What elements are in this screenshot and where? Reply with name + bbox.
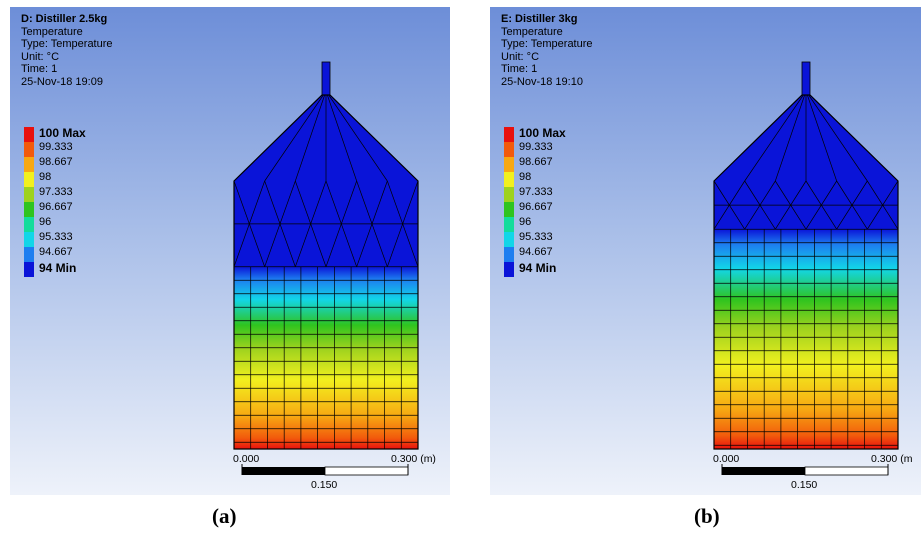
legend-swatch <box>504 157 514 172</box>
result-title: D: Distiller 2.5kg <box>21 13 108 25</box>
result-info: D: Distiller 2.5kg Temperature Type: Tem… <box>21 13 113 88</box>
distiller-model[interactable] <box>10 7 450 495</box>
distiller-model[interactable] <box>490 7 921 495</box>
legend-label: 96.667 <box>519 201 553 213</box>
mesh-grid <box>713 94 899 450</box>
result-info: E: Distiller 3kg Temperature Type: Tempe… <box>501 13 593 88</box>
temperature-field <box>234 266 418 449</box>
legend-label: 99.333 <box>519 141 553 153</box>
legend-swatch <box>24 217 34 232</box>
viewport-panel-a[interactable]: D: Distiller 2.5kg Temperature Type: Tem… <box>10 7 450 495</box>
figure-caption-b: (b) <box>694 504 720 528</box>
result-type: Type: Temperature <box>501 38 593 50</box>
result-title: E: Distiller 3kg <box>501 13 578 25</box>
legend-label: 94.667 <box>519 246 553 258</box>
viewport-panel-b[interactable]: E: Distiller 3kg Temperature Type: Tempe… <box>490 7 921 495</box>
vapor-outlet-pipe <box>801 61 811 96</box>
legend-swatch <box>504 142 514 157</box>
legend-label: 94 Min <box>519 261 557 275</box>
legend-swatch <box>24 232 34 247</box>
temperature-field <box>714 229 898 449</box>
result-type: Type: Temperature <box>21 38 113 50</box>
legend-swatch <box>24 127 34 142</box>
legend-swatch <box>24 202 34 217</box>
legend-swatch <box>24 172 34 187</box>
result-time: Time: 1 <box>501 63 538 75</box>
legend-label: 96 <box>39 216 52 228</box>
legend-swatch <box>504 247 514 262</box>
scale-right-label: 0.300 (m) <box>391 453 436 465</box>
figure-caption-a: (a) <box>212 504 237 528</box>
scale-bar-white <box>804 466 889 476</box>
legend-swatch <box>504 202 514 217</box>
legend-label: 100 Max <box>39 126 86 140</box>
legend-swatch <box>504 172 514 187</box>
result-unit: Unit: °C <box>501 50 540 63</box>
legend-swatch <box>24 187 34 202</box>
result-time: Time: 1 <box>21 63 58 75</box>
legend-swatch <box>24 247 34 262</box>
legend-swatch <box>504 262 514 277</box>
legend-swatch <box>504 187 514 202</box>
vapor-outlet-pipe <box>321 61 331 96</box>
legend-label: 98.667 <box>39 156 73 168</box>
legend-swatch <box>24 142 34 157</box>
legend-label: 94.667 <box>39 246 73 258</box>
result-timestamp: 25-Nov-18 19:09 <box>21 75 103 88</box>
scale-bar-black <box>242 467 325 475</box>
legend-swatch <box>504 127 514 142</box>
legend-label: 100 Max <box>519 126 566 140</box>
result-timestamp: 25-Nov-18 19:10 <box>501 75 583 88</box>
result-quantity: Temperature <box>21 25 83 38</box>
legend-swatch <box>504 217 514 232</box>
legend-swatch <box>504 232 514 247</box>
legend-label: 98 <box>39 171 52 183</box>
scale-right-label: 0.300 (m <box>871 453 913 465</box>
scale-mid-label: 0.150 <box>791 479 818 491</box>
legend-label: 98.667 <box>519 156 553 168</box>
result-unit: Unit: °C <box>21 50 60 63</box>
legend-label: 99.333 <box>39 141 73 153</box>
legend-label: 95.333 <box>519 231 553 243</box>
scale-bar-black <box>722 467 805 475</box>
legend-swatch <box>24 262 34 277</box>
legend-label: 97.333 <box>519 186 553 198</box>
legend-label: 98 <box>519 171 532 183</box>
legend-label: 94 Min <box>39 261 77 275</box>
mesh-grid <box>233 94 419 450</box>
scale-left-label: 0.000 <box>713 453 740 465</box>
scale-bar-white <box>324 466 409 476</box>
legend-label: 95.333 <box>39 231 73 243</box>
scale-left-label: 0.000 <box>233 453 260 465</box>
legend-label: 96.667 <box>39 201 73 213</box>
legend-label: 96 <box>519 216 532 228</box>
legend-label: 97.333 <box>39 186 73 198</box>
result-quantity: Temperature <box>501 25 563 38</box>
legend-swatch <box>24 157 34 172</box>
scale-mid-label: 0.150 <box>311 479 338 491</box>
